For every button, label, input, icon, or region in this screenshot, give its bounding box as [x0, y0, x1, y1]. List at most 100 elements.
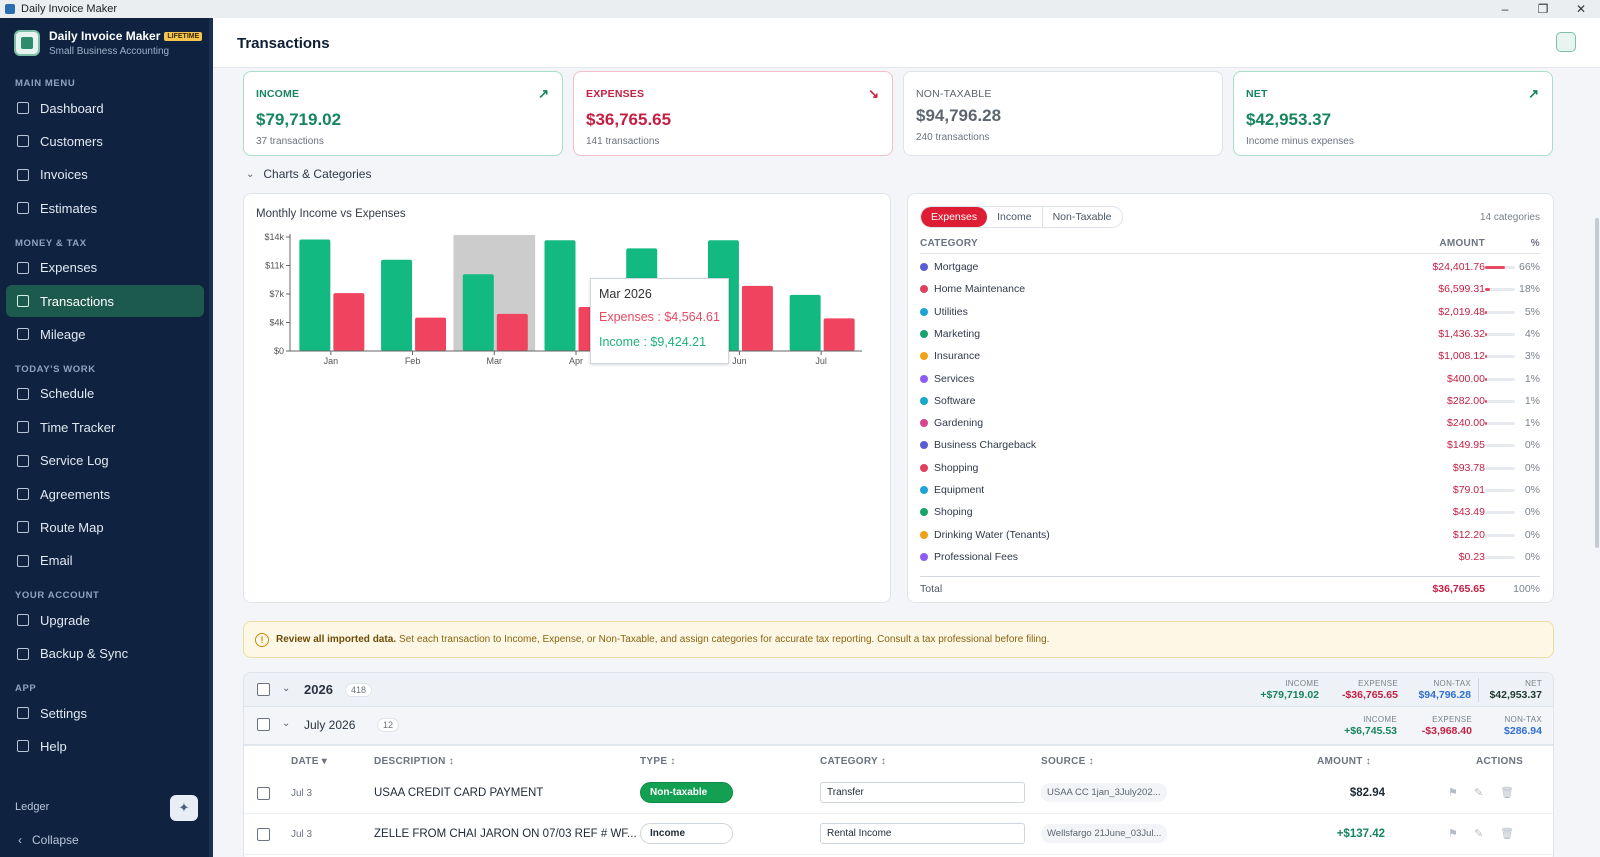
category-input[interactable]: Rental Income: [820, 823, 1025, 844]
sidebar-item-agreements[interactable]: Agreements: [6, 478, 204, 510]
y-tick-label: $14k: [264, 232, 284, 242]
maximize-button[interactable]: ❐: [1537, 2, 1549, 16]
sidebar-item-invoices[interactable]: Invoices: [6, 159, 204, 191]
trash-icon[interactable]: 🗑: [1500, 828, 1514, 840]
category-row[interactable]: Equipment $79.01 0%: [920, 480, 1540, 502]
window-titlebar: Daily Invoice Maker – ❐ ✕: [0, 0, 1600, 18]
tab-non-taxable[interactable]: Non-Taxable: [1041, 207, 1122, 227]
sidebar-item-label: Backup & Sync: [40, 646, 129, 662]
flag-icon[interactable]: ⚑: [1448, 787, 1458, 799]
col-description[interactable]: DESCRIPTION ↕: [374, 756, 455, 767]
bar-expenses-jul[interactable]: [823, 318, 855, 351]
nontaxable-card: NON-TAXABLE $94,796.28 240 transactions: [903, 71, 1223, 156]
sidebar-item-transactions[interactable]: Transactions: [6, 285, 204, 317]
sparkle-icon: ✦: [178, 800, 190, 815]
category-share-bar: [1485, 332, 1515, 336]
bar-income-mar[interactable]: [462, 274, 494, 351]
category-row[interactable]: Gardening $240.00 1%: [920, 413, 1540, 435]
bar-income-jul[interactable]: [789, 294, 821, 351]
trending-down-icon: ↘: [868, 86, 879, 101]
category-row[interactable]: Professional Fees $0.23 0%: [920, 547, 1540, 569]
charts-categories-toggle[interactable]: ⌄ Charts & Categories: [246, 167, 371, 181]
sidebar-item-service-log[interactable]: Service Log: [6, 445, 204, 477]
year-checkbox[interactable]: [257, 683, 270, 696]
sidebar-scrollbar[interactable]: [209, 18, 213, 857]
row-checkbox[interactable]: [257, 787, 270, 800]
sidebar-item-dashboard[interactable]: Dashboard: [6, 92, 204, 124]
sidebar-item-mileage[interactable]: Mileage: [6, 318, 204, 350]
category-row[interactable]: Home Maintenance $6,599.31 18%: [920, 279, 1540, 301]
sidebar-item-label: Expenses: [40, 260, 98, 276]
type-select[interactable]: Income: [640, 823, 733, 844]
type-select[interactable]: Non-taxable: [640, 782, 733, 803]
table-row[interactable]: Jul 3 USAA CREDIT CARD PAYMENT Non-taxable…: [244, 774, 1553, 814]
sidebar-item-upgrade[interactable]: Upgrade: [6, 604, 204, 636]
collapse-button[interactable]: ‹ Collapse: [18, 833, 79, 847]
sidebar-item-time-tracker[interactable]: Time Tracker: [6, 411, 204, 443]
sidebar-item-customers[interactable]: Customers: [6, 125, 204, 157]
header-divider: [244, 745, 1553, 746]
bar-expenses-feb[interactable]: [415, 317, 447, 351]
sidebar-item-expenses[interactable]: Expenses: [6, 252, 204, 284]
tab-expenses[interactable]: Expenses: [921, 207, 988, 227]
category-pct: 4%: [1524, 327, 1540, 340]
chevron-down-icon[interactable]: ⌄: [282, 718, 291, 729]
category-row[interactable]: Software $282.00 1%: [920, 391, 1540, 413]
category-row[interactable]: Mortgage $24,401.76 66%: [920, 257, 1540, 279]
income-expenses-chart[interactable]: $0 $4k $7k $11k $14k Jan Feb Mar Apr Jun Jul: [244, 224, 892, 394]
category-row[interactable]: Business Chargeback $149.95 0%: [920, 435, 1540, 457]
table-row[interactable]: Jul 3 ZELLE FROM CHAI JARON ON 07/03 REF …: [244, 815, 1553, 855]
edit-icon[interactable]: ✎: [1474, 787, 1484, 799]
trash-icon[interactable]: 🗑: [1500, 787, 1514, 799]
minimize-button[interactable]: –: [1501, 2, 1509, 16]
category-amount: $400.00: [1447, 372, 1485, 385]
category-row[interactable]: Drinking Water (Tenants) $12.20 0%: [920, 525, 1540, 547]
category-row[interactable]: Utilities $2,019.48 5%: [920, 302, 1540, 324]
chevron-down-icon[interactable]: ⌄: [282, 683, 291, 694]
category-row[interactable]: Insurance $1,008.12 3%: [920, 346, 1540, 368]
tab-income[interactable]: Income: [997, 211, 1032, 223]
sidebar-item-help[interactable]: Help: [6, 730, 204, 762]
bar-income-jan[interactable]: [299, 239, 331, 351]
sidebar-item-schedule[interactable]: Schedule: [6, 378, 204, 410]
bar-income-apr[interactable]: [544, 240, 576, 351]
category-row[interactable]: Marketing $1,436.32 4%: [920, 324, 1540, 346]
year-group-row[interactable]: ⌄ 2026 418 INCOME +$79,719.02 EXPENSE -$36…: [244, 673, 1553, 707]
main-scrollbar[interactable]: [1595, 218, 1599, 548]
sidebar-item-estimates[interactable]: Estimates: [6, 192, 204, 224]
bar-expenses-jan[interactable]: [333, 293, 365, 351]
category-row[interactable]: Services $400.00 1%: [920, 369, 1540, 391]
category-row[interactable]: Shopping $93.78 0%: [920, 458, 1540, 480]
col-date[interactable]: DATE ▾: [291, 756, 328, 767]
year-income-summary: INCOME +$79,719.02: [1260, 679, 1319, 701]
row-checkbox[interactable]: [257, 828, 270, 841]
y-tick-label: $4k: [269, 318, 284, 328]
category-amount: $6,599.31: [1438, 283, 1485, 296]
source-chip: Wellsfargo 21June_03Jul...: [1041, 824, 1167, 843]
nontaxable-amount: $94,796.28: [916, 106, 1002, 125]
close-button[interactable]: ✕: [1575, 2, 1587, 16]
sidebar-item-route-map[interactable]: Route Map: [6, 511, 204, 543]
backup-sync-icon: [17, 647, 29, 660]
bar-income-feb[interactable]: [381, 259, 413, 351]
month-checkbox[interactable]: [257, 718, 270, 731]
bar-expenses-mar[interactable]: [496, 313, 528, 351]
category-row[interactable]: Shoping $43.49 0%: [920, 502, 1540, 524]
col-type[interactable]: TYPE ↕: [640, 756, 676, 767]
app-logo-icon[interactable]: [1556, 32, 1576, 52]
month-title: July 2026: [304, 718, 356, 732]
year-expense-summary: EXPENSE -$36,765.65: [1342, 679, 1398, 701]
app-icon: [5, 4, 15, 14]
bar-expenses-jun[interactable]: [741, 285, 773, 351]
flag-icon[interactable]: ⚑: [1448, 828, 1458, 840]
month-group-row[interactable]: ⌄ July 2026 12 INCOME +$6,745.53 EXPENSE -…: [244, 707, 1553, 745]
sidebar-item-settings[interactable]: Settings: [6, 697, 204, 729]
sparkle-button[interactable]: ✦: [170, 795, 198, 821]
sidebar-item-backup-sync[interactable]: Backup & Sync: [6, 638, 204, 670]
edit-icon[interactable]: ✎: [1474, 828, 1484, 840]
col-source[interactable]: SOURCE ↕: [1041, 756, 1094, 767]
sidebar-item-email[interactable]: Email: [6, 545, 204, 577]
col-category[interactable]: CATEGORY ↕: [820, 756, 887, 767]
col-amount[interactable]: AMOUNT ↕: [1317, 756, 1372, 767]
category-input[interactable]: Transfer: [820, 782, 1025, 803]
